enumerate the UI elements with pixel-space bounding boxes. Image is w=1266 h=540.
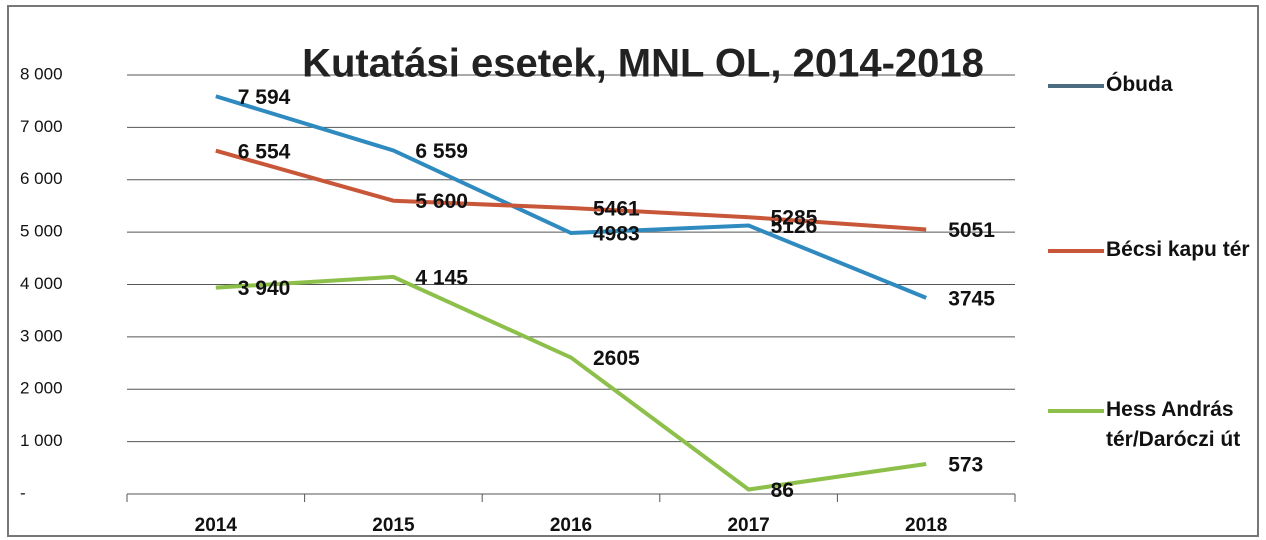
x-tick-label: 2014 [195,515,238,536]
data-label: 5051 [948,219,995,242]
y-tick-label: 1 000 [20,431,63,450]
y-tick-label: 6 000 [20,169,63,188]
series-line [215,274,927,492]
x-tick-label: 2016 [550,515,592,536]
data-label: 3 940 [238,277,291,300]
data-label: 4 145 [415,266,468,289]
y-tick-label: 7 000 [20,117,63,136]
chart-border [7,5,1259,537]
data-label: 573 [948,454,983,477]
data-label: 5285 [771,207,818,230]
legend-label: Bécsi kapu tér [1106,238,1250,261]
x-tick-label: 2018 [905,515,947,536]
series-line [215,94,927,300]
y-tick-label: 8 000 [20,64,63,83]
data-label: 2605 [593,347,640,370]
data-label: 5461 [593,198,640,221]
y-tick-label: 5 000 [20,222,63,241]
data-label: 6 554 [238,140,291,163]
y-tick-label: 2 000 [20,379,63,398]
data-label: 5 600 [415,190,468,213]
legend-label: Hess András tér/Daróczi út [1106,398,1241,451]
data-label: 4983 [593,223,640,246]
y-tick-label: 4 000 [20,274,63,293]
y-tick-label: 3 000 [20,326,63,345]
plot-area: - 1 000 2 000 3 000 4 000 5 000 6 000 7 000 8 00… [20,64,1104,536]
y-tick-label: - [20,483,26,502]
chart-title: Kutatási esetek, MNL OL, 2014-2018 [302,42,984,86]
x-tick-label: 2015 [372,515,415,536]
data-label: 6 559 [415,140,468,163]
series-line [215,148,927,232]
x-tick-label: 2017 [727,515,769,536]
legend-label: Óbuda [1106,73,1173,96]
data-label: 86 [771,479,794,502]
data-label: 7 594 [238,86,291,109]
data-label: 3745 [948,287,995,310]
